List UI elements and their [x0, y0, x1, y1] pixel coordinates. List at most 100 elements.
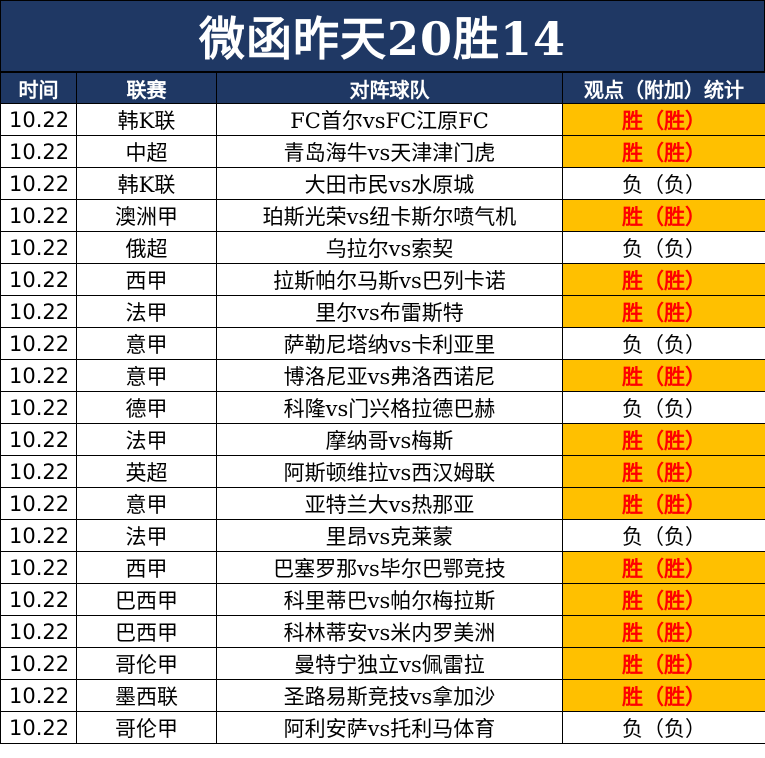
- result-cell: 胜（胜）: [562, 583, 765, 616]
- header-league: 联赛: [76, 72, 217, 104]
- result-cell: 胜（胜）: [562, 679, 765, 712]
- time-cell: 10.22: [0, 199, 77, 232]
- table-row: 10.22 哥伦甲 曼特宁独立vs佩雷拉 胜（胜）: [0, 647, 765, 680]
- time-cell: 10.22: [0, 263, 77, 296]
- result-cell: 胜（胜）: [562, 551, 765, 584]
- result-cell: 胜（胜）: [562, 423, 765, 456]
- time-cell: 10.22: [0, 359, 77, 392]
- league-cell: 韩K联: [76, 103, 217, 136]
- match-cell: 里尔vs布雷斯特: [216, 295, 563, 328]
- league-cell: 德甲: [76, 391, 217, 424]
- table-row: 10.22 法甲 里尔vs布雷斯特 胜（胜）: [0, 295, 765, 328]
- time-cell: 10.22: [0, 391, 77, 424]
- time-cell: 10.22: [0, 103, 77, 136]
- result-cell: 胜（胜）: [562, 199, 765, 232]
- league-cell: 俄超: [76, 231, 217, 264]
- table-row: 10.22 俄超 乌拉尔vs索契 负（负）: [0, 231, 765, 264]
- time-cell: 10.22: [0, 647, 77, 680]
- league-cell: 法甲: [76, 295, 217, 328]
- table-row: 10.22 巴西甲 科里蒂巴vs帕尔梅拉斯 胜（胜）: [0, 583, 765, 616]
- league-cell: 法甲: [76, 423, 217, 456]
- match-cell: 曼特宁独立vs佩雷拉: [216, 647, 563, 680]
- table-row: 10.22 西甲 拉斯帕尔马斯vs巴列卡诺 胜（胜）: [0, 263, 765, 296]
- result-cell: 负（负）: [562, 519, 765, 552]
- table-row: 10.22 澳洲甲 珀斯光荣vs纽卡斯尔喷气机 胜（胜）: [0, 199, 765, 232]
- match-cell: 乌拉尔vs索契: [216, 231, 563, 264]
- match-cell: 科隆vs门兴格拉德巴赫: [216, 391, 563, 424]
- time-cell: 10.22: [0, 135, 77, 168]
- league-cell: 西甲: [76, 263, 217, 296]
- time-cell: 10.22: [0, 231, 77, 264]
- time-cell: 10.22: [0, 167, 77, 200]
- table-row: 10.22 德甲 科隆vs门兴格拉德巴赫 负（负）: [0, 391, 765, 424]
- result-cell: 胜（胜）: [562, 615, 765, 648]
- league-cell: 意甲: [76, 327, 217, 360]
- league-cell: 哥伦甲: [76, 711, 217, 744]
- time-cell: 10.22: [0, 295, 77, 328]
- time-cell: 10.22: [0, 615, 77, 648]
- league-cell: 巴西甲: [76, 583, 217, 616]
- result-cell: 负（负）: [562, 231, 765, 264]
- result-cell: 胜（胜）: [562, 103, 765, 136]
- result-cell: 负（负）: [562, 327, 765, 360]
- league-cell: 意甲: [76, 487, 217, 520]
- time-cell: 10.22: [0, 711, 77, 744]
- table-row: 10.22 韩K联 FC首尔vsFC江原FC 胜（胜）: [0, 103, 765, 136]
- match-cell: 博洛尼亚vs弗洛西诺尼: [216, 359, 563, 392]
- league-cell: 英超: [76, 455, 217, 488]
- table-row: 10.22 墨西联 圣路易斯竞技vs拿加沙 胜（胜）: [0, 679, 765, 712]
- result-cell: 负（负）: [562, 167, 765, 200]
- match-cell: 科里蒂巴vs帕尔梅拉斯: [216, 583, 563, 616]
- table-row: 10.22 意甲 亚特兰大vs热那亚 胜（胜）: [0, 487, 765, 520]
- match-cell: 摩纳哥vs梅斯: [216, 423, 563, 456]
- table-row: 10.22 韩K联 大田市民vs水原城 负（负）: [0, 167, 765, 200]
- match-cell: 青岛海牛vs天津津门虎: [216, 135, 563, 168]
- league-cell: 巴西甲: [76, 615, 217, 648]
- result-cell: 负（负）: [562, 391, 765, 424]
- header-time: 时间: [0, 72, 77, 104]
- match-cell: 里昂vs克莱蒙: [216, 519, 563, 552]
- time-cell: 10.22: [0, 519, 77, 552]
- table-row: 10.22 法甲 里昂vs克莱蒙 负（负）: [0, 519, 765, 552]
- result-cell: 胜（胜）: [562, 647, 765, 680]
- match-cell: 阿斯顿维拉vs西汉姆联: [216, 455, 563, 488]
- results-table: 时间 联赛 对阵球队 观点（附加）统计 10.22 韩K联 FC首尔vsFC江原FC…: [0, 72, 765, 744]
- result-cell: 胜（胜）: [562, 359, 765, 392]
- match-cell: FC首尔vsFC江原FC: [216, 103, 563, 136]
- match-cell: 亚特兰大vs热那亚: [216, 487, 563, 520]
- table-row: 10.22 意甲 博洛尼亚vs弗洛西诺尼 胜（胜）: [0, 359, 765, 392]
- table-row: 10.22 巴西甲 科林蒂安vs米内罗美洲 胜（胜）: [0, 615, 765, 648]
- league-cell: 哥伦甲: [76, 647, 217, 680]
- table-row: 10.22 英超 阿斯顿维拉vs西汉姆联 胜（胜）: [0, 455, 765, 488]
- table-row: 10.22 西甲 巴塞罗那vs毕尔巴鄂竞技 胜（胜）: [0, 551, 765, 584]
- result-cell: 胜（胜）: [562, 455, 765, 488]
- league-cell: 澳洲甲: [76, 199, 217, 232]
- result-cell: 胜（胜）: [562, 135, 765, 168]
- header-result: 观点（附加）统计: [562, 72, 765, 104]
- result-cell: 胜（胜）: [562, 487, 765, 520]
- league-cell: 韩K联: [76, 167, 217, 200]
- table-row: 10.22 法甲 摩纳哥vs梅斯 胜（胜）: [0, 423, 765, 456]
- match-cell: 圣路易斯竞技vs拿加沙: [216, 679, 563, 712]
- league-cell: 法甲: [76, 519, 217, 552]
- page-title: 微函昨天20胜14: [0, 0, 765, 72]
- match-cell: 科林蒂安vs米内罗美洲: [216, 615, 563, 648]
- league-cell: 意甲: [76, 359, 217, 392]
- league-cell: 墨西联: [76, 679, 217, 712]
- time-cell: 10.22: [0, 455, 77, 488]
- time-cell: 10.22: [0, 327, 77, 360]
- table-row: 10.22 中超 青岛海牛vs天津津门虎 胜（胜）: [0, 135, 765, 168]
- result-cell: 胜（胜）: [562, 263, 765, 296]
- time-cell: 10.22: [0, 487, 77, 520]
- time-cell: 10.22: [0, 679, 77, 712]
- match-cell: 拉斯帕尔马斯vs巴列卡诺: [216, 263, 563, 296]
- table-row: 10.22 哥伦甲 阿利安萨vs托利马体育 负（负）: [0, 711, 765, 744]
- match-cell: 阿利安萨vs托利马体育: [216, 711, 563, 744]
- time-cell: 10.22: [0, 423, 77, 456]
- league-cell: 中超: [76, 135, 217, 168]
- result-cell: 胜（胜）: [562, 295, 765, 328]
- match-cell: 大田市民vs水原城: [216, 167, 563, 200]
- header-match: 对阵球队: [216, 72, 563, 104]
- table-body: 10.22 韩K联 FC首尔vsFC江原FC 胜（胜） 10.22 中超 青岛海牛vs天津津…: [0, 103, 765, 744]
